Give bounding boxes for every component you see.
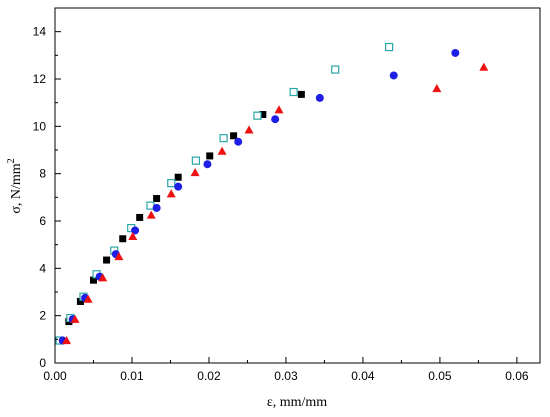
y-tick-label: 4: [39, 261, 46, 275]
x-tick-label: 0.02: [197, 369, 221, 383]
x-tick-label: 0.04: [351, 369, 375, 383]
data-point-square: [136, 213, 144, 221]
data-point-square: [76, 297, 84, 305]
series-3: [58, 48, 460, 345]
plot-frame: [54, 7, 541, 364]
data-point-square: [174, 173, 182, 181]
x-tick-label: 0.03: [274, 369, 298, 383]
data-point-triangle: [479, 62, 489, 71]
data-point-open-square: [167, 179, 176, 188]
y-tick-label: 8: [39, 167, 46, 181]
data-point-triangle: [217, 146, 227, 155]
x-tick-label: 0.05: [428, 369, 452, 383]
data-point-square: [153, 195, 161, 203]
data-point-square: [230, 132, 238, 140]
data-point-square: [103, 256, 111, 264]
data-point-triangle: [128, 231, 138, 240]
data-point-square: [297, 90, 305, 98]
y-tick-label: 12: [33, 72, 47, 86]
y-tick-label: 10: [33, 119, 47, 133]
data-point-square: [259, 111, 267, 118]
data-point-open-square: [219, 134, 228, 143]
data-point-circle: [152, 203, 161, 212]
data-point-open-square: [289, 87, 298, 97]
x-tick-label: 0.01: [120, 369, 144, 383]
series-2: [55, 42, 394, 345]
data-point-square: [119, 235, 127, 243]
y-axis-ticks: 0 2 4 6 8 10 12 14: [33, 7, 61, 370]
data-point-open-square: [331, 65, 340, 74]
data-point-circle: [315, 93, 324, 102]
data-point-circle: [271, 115, 280, 124]
data-point-triangle: [146, 210, 156, 219]
data-point-triangle: [114, 252, 124, 261]
data-marks: [55, 42, 489, 345]
data-point-triangle: [244, 125, 254, 134]
data-point-square: [89, 276, 97, 284]
series-4: [62, 62, 489, 345]
series-1: [55, 90, 305, 345]
data-point-open-square: [385, 42, 394, 52]
x-axis-title: ε, mm/mm: [267, 395, 327, 410]
y-axis-title-superscript: 2: [6, 158, 17, 163]
data-point-triangle: [70, 314, 80, 323]
data-point-open-square: [253, 111, 262, 120]
y-tick-label: 6: [39, 214, 46, 228]
y-axis-title-text: σ, N/mm: [9, 163, 24, 213]
data-point-triangle: [274, 105, 284, 114]
x-tick-label: 0.06: [505, 369, 529, 383]
data-point-square: [206, 152, 214, 160]
y-tick-label: 2: [39, 309, 46, 323]
x-tick-label: 0.00: [43, 369, 67, 383]
data-point-open-square: [191, 156, 200, 165]
data-point-circle: [451, 48, 460, 57]
y-tick-label: 14: [33, 25, 47, 39]
data-point-triangle: [166, 189, 176, 198]
data-point-triangle: [83, 294, 93, 303]
data-point-triangle: [98, 273, 108, 282]
data-point-triangle: [190, 167, 200, 177]
data-point-circle: [234, 137, 243, 146]
data-point-circle: [174, 182, 183, 191]
data-point-circle: [389, 71, 398, 80]
x-axis-ticks: 0.00 0.01 0.02 0.03 0.04 0.05 0.06: [43, 357, 529, 383]
y-axis-title: σ, N/mm2: [6, 158, 24, 213]
data-point-circle: [203, 160, 212, 169]
data-point-triangle: [62, 336, 72, 345]
data-point-triangle: [432, 83, 442, 93]
y-tick-label: 0: [39, 356, 46, 370]
